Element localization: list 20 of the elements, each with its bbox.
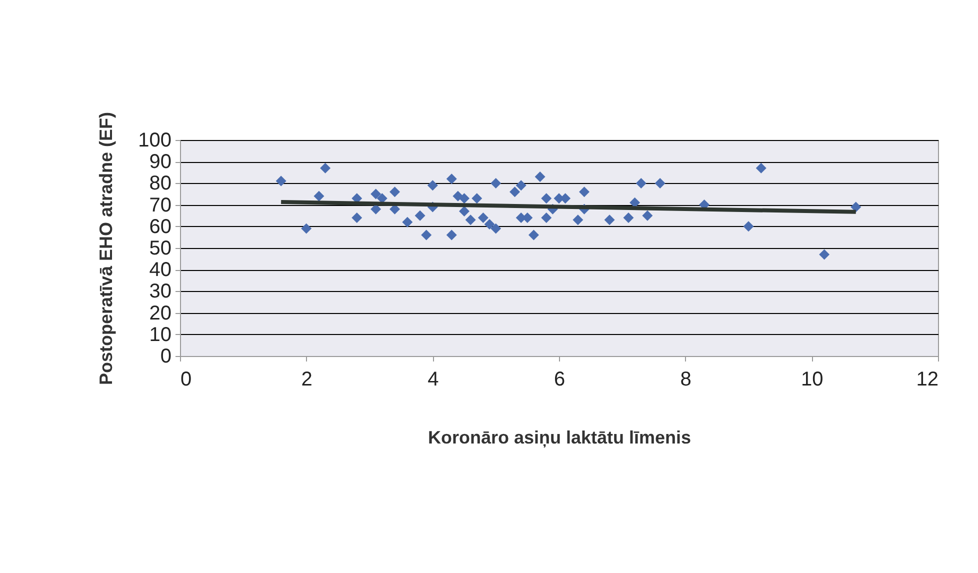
y-tick-label: 90 [149, 151, 172, 174]
y-tick-label: 80 [149, 172, 172, 195]
y-tick-label: 0 [160, 346, 172, 368]
y-tick-label: 30 [149, 280, 172, 303]
y-axis-title: Postoperatīvā EHO atradne (EF) [96, 112, 116, 386]
x-tick-label: 12 [916, 368, 938, 390]
x-tick-label: 8 [680, 368, 692, 390]
y-tick-label: 60 [149, 216, 172, 238]
x-axis-title: Koronāro asiņu laktātu līmenis [428, 428, 692, 448]
x-tick-label: 2 [301, 368, 312, 390]
y-tick-label: 40 [149, 259, 172, 282]
y-tick-label: 50 [149, 238, 172, 260]
y-tick-label: 100 [138, 130, 172, 152]
x-tick-label: 6 [554, 368, 566, 390]
y-tick-label: 10 [149, 324, 172, 346]
x-tick-label: 0 [180, 368, 192, 390]
x-tick-label: 10 [801, 368, 824, 390]
y-tick-label: 70 [149, 194, 172, 216]
x-tick-label: 4 [428, 368, 439, 390]
y-tick-label: 20 [149, 302, 172, 324]
